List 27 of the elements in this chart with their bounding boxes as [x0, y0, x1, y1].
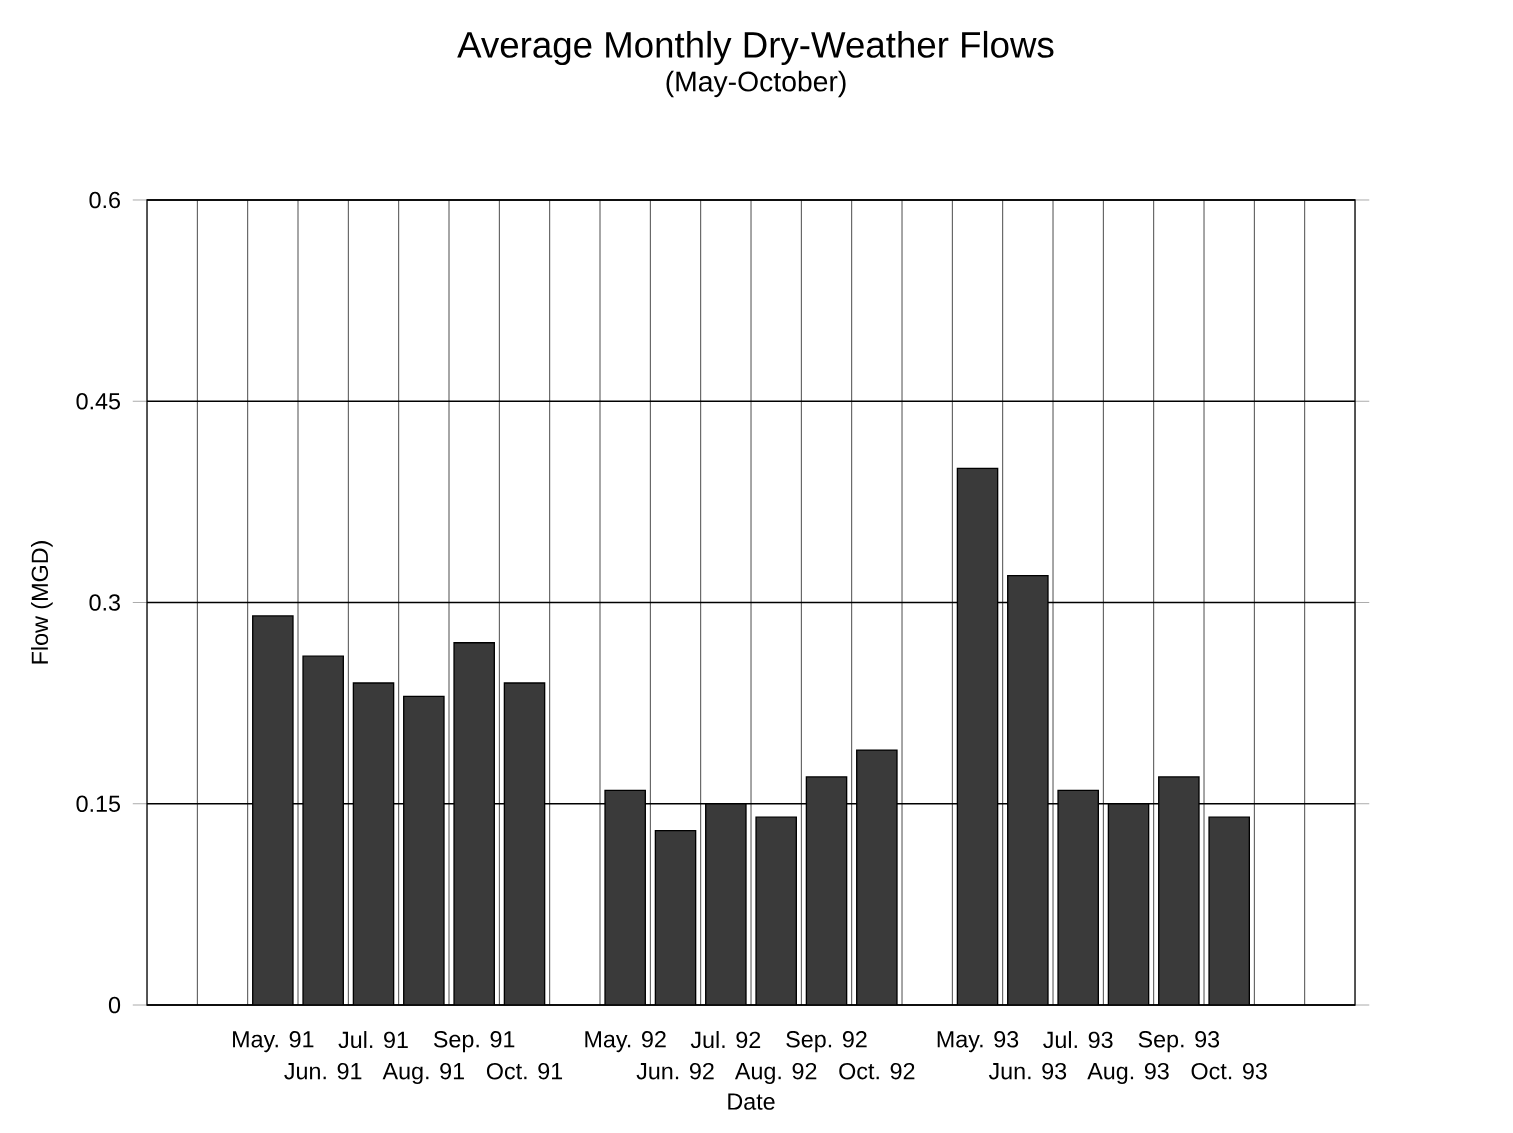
x-tick-label: Jun. 92 [636, 1062, 714, 1080]
x-tick-label: Sep. 93 [1138, 1031, 1220, 1053]
x-tick-label: Oct. 91 [486, 1062, 563, 1080]
y-tick-label: 0 [108, 996, 121, 1014]
x-tick-label: Sep. 91 [433, 1031, 515, 1053]
x-tick-label: Jun. 91 [284, 1062, 362, 1080]
x-tick-label: Aug. 93 [1087, 1062, 1169, 1085]
x-tick-label: Oct. 93 [1191, 1062, 1267, 1080]
x-tick-label: May. 93 [937, 1031, 1019, 1053]
y-tick-label: 0.3 [89, 594, 120, 611]
y-tick-label: 0.6 [89, 191, 120, 209]
y-tick-label: 0.15 [76, 795, 120, 812]
y-axis-title: Flow (MGD) [30, 541, 53, 664]
x-tick-label: Jun. 93 [988, 1062, 1067, 1080]
x-tick-label: Aug. 91 [382, 1062, 464, 1085]
y-tick-label: 0.45 [76, 393, 120, 410]
chart-subtitle: (May-October) [666, 70, 846, 98]
x-tick-label: May. 92 [585, 1031, 666, 1053]
x-tick-label: Jul. 91 [338, 1031, 408, 1049]
x-tick-label: Sep. 92 [786, 1031, 867, 1053]
x-tick-label: Aug. 92 [734, 1062, 817, 1085]
x-tick-label: Oct. 92 [839, 1062, 915, 1080]
x-tick-label: Jul. 93 [1043, 1031, 1113, 1049]
x-axis-title: Date [728, 1093, 775, 1110]
x-tick-label: Jul. 92 [690, 1031, 761, 1049]
x-tick-label: May. 91 [233, 1031, 314, 1053]
chart-title: Average Monthly Dry-Weather Flows [457, 30, 1054, 66]
